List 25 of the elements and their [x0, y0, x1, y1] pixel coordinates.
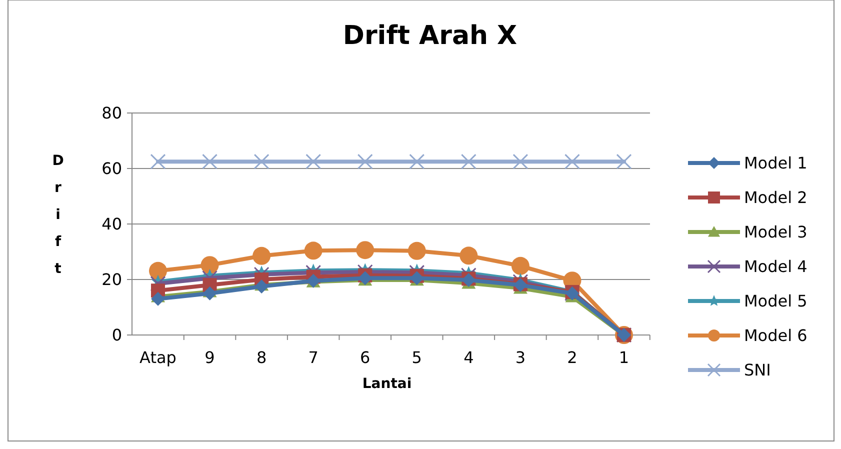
x-tick-label: 4 — [464, 348, 474, 367]
legend-label: Model 3 — [744, 222, 808, 242]
y-tick-label: 0 — [112, 326, 122, 345]
legend-label: Model 4 — [744, 257, 808, 276]
x-tick-label: 6 — [360, 348, 370, 367]
chart-title: Drift Arah X — [342, 21, 518, 51]
x-tick-label: 3 — [515, 348, 526, 367]
legend-label: Model 1 — [744, 154, 808, 173]
x-tick-label: 7 — [308, 348, 318, 367]
legend-label: Model 5 — [744, 292, 808, 311]
x-tick-label: 9 — [204, 348, 215, 367]
y-tick-label: 20 — [102, 270, 122, 290]
y-tick-label: 40 — [102, 214, 122, 234]
x-tick-label: 5 — [412, 348, 422, 367]
x-tick-label: 2 — [567, 348, 578, 367]
legend-label: SNI — [744, 360, 771, 380]
x-tick-label: Atap — [140, 348, 176, 367]
x-axis-title: Lantai — [362, 376, 412, 392]
y-axis-title: Drift — [52, 153, 64, 277]
x-tick-label: 1 — [618, 348, 630, 367]
legend-label: Model 6 — [744, 326, 808, 346]
x-tick-label: 8 — [256, 348, 267, 367]
y-tick-label: 80 — [102, 104, 122, 123]
legend-label: Model 2 — [744, 188, 808, 208]
y-tick-label: 60 — [102, 159, 122, 178]
